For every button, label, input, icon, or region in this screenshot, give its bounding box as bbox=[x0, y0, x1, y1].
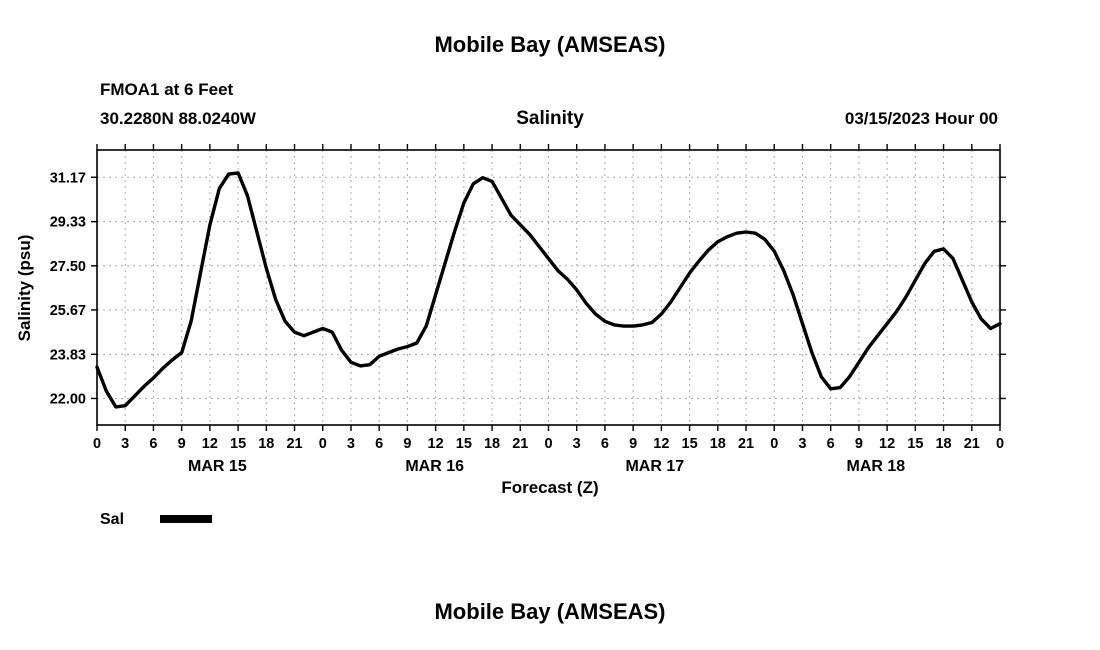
station-label: FMOA1 at 6 Feet bbox=[100, 80, 234, 99]
y-tick-label: 22.00 bbox=[50, 391, 86, 407]
y-tick-label: 23.83 bbox=[50, 347, 86, 363]
x-tick-label: 21 bbox=[738, 436, 754, 452]
x-tick-label: 15 bbox=[682, 436, 698, 452]
axis-frame-ticks bbox=[91, 144, 1006, 431]
top-title: Mobile Bay (AMSEAS) bbox=[434, 32, 665, 57]
x-tick-label: 18 bbox=[935, 436, 951, 452]
grid-layer bbox=[97, 150, 1000, 425]
y-axis-label: Salinity (psu) bbox=[15, 235, 34, 342]
day-label: MAR 17 bbox=[625, 458, 684, 475]
x-axis-label: Forecast (Z) bbox=[501, 478, 598, 497]
x-tick-label: 3 bbox=[121, 436, 129, 452]
tick-labels: 0 3 6 9 12 15 18 21 0 3 6 9 12 15 18 21 0 3 6 9 12 15 18 21 0 3 6 9… bbox=[50, 170, 1004, 475]
legend-sal-label: Sal bbox=[100, 511, 124, 528]
x-tick-label: 6 bbox=[827, 436, 835, 452]
x-tick-label: 9 bbox=[855, 436, 863, 452]
x-tick-label: 18 bbox=[258, 436, 274, 452]
plot-title: Salinity bbox=[516, 108, 584, 129]
x-tick-label: 12 bbox=[428, 436, 444, 452]
y-tick-label: 25.67 bbox=[50, 303, 86, 319]
x-tick-label: 21 bbox=[512, 436, 528, 452]
x-tick-label: 18 bbox=[484, 436, 500, 452]
x-tick-label: 0 bbox=[770, 436, 778, 452]
day-label: MAR 15 bbox=[188, 458, 247, 475]
x-tick-label: 21 bbox=[964, 436, 980, 452]
x-tick-label: 0 bbox=[544, 436, 552, 452]
x-tick-label: 6 bbox=[601, 436, 609, 452]
x-tick-label: 3 bbox=[347, 436, 355, 452]
day-label: MAR 18 bbox=[846, 458, 905, 475]
x-tick-label: 18 bbox=[710, 436, 726, 452]
x-tick-label: 9 bbox=[403, 436, 411, 452]
x-tick-label: 3 bbox=[798, 436, 806, 452]
y-tick-label: 27.50 bbox=[50, 259, 86, 275]
x-tick-label: 3 bbox=[573, 436, 581, 452]
y-tick-label: 29.33 bbox=[50, 215, 86, 231]
x-tick-label: 0 bbox=[996, 436, 1004, 452]
x-tick-label: 12 bbox=[202, 436, 218, 452]
legend-sal-line-swatch bbox=[160, 515, 212, 523]
bottom-title: Mobile Bay (AMSEAS) bbox=[434, 599, 665, 624]
x-tick-label: 15 bbox=[230, 436, 246, 452]
x-tick-label: 9 bbox=[178, 436, 186, 452]
x-tick-label: 6 bbox=[149, 436, 157, 452]
y-tick-label: 31.17 bbox=[50, 170, 86, 186]
x-tick-label: 0 bbox=[319, 436, 327, 452]
x-tick-label: 12 bbox=[879, 436, 895, 452]
salinity-line bbox=[95, 171, 1002, 409]
day-label: MAR 16 bbox=[405, 458, 464, 475]
x-tick-label: 9 bbox=[629, 436, 637, 452]
x-tick-label: 0 bbox=[93, 436, 101, 452]
x-tick-label: 21 bbox=[286, 436, 302, 452]
coordinates-label: 30.2280N 88.0240W bbox=[100, 109, 257, 128]
datetime-label: 03/15/2023 Hour 00 bbox=[845, 109, 998, 128]
x-tick-label: 12 bbox=[653, 436, 669, 452]
x-tick-label: 6 bbox=[375, 436, 383, 452]
x-tick-label: 15 bbox=[907, 436, 923, 452]
x-tick-label: 15 bbox=[456, 436, 472, 452]
